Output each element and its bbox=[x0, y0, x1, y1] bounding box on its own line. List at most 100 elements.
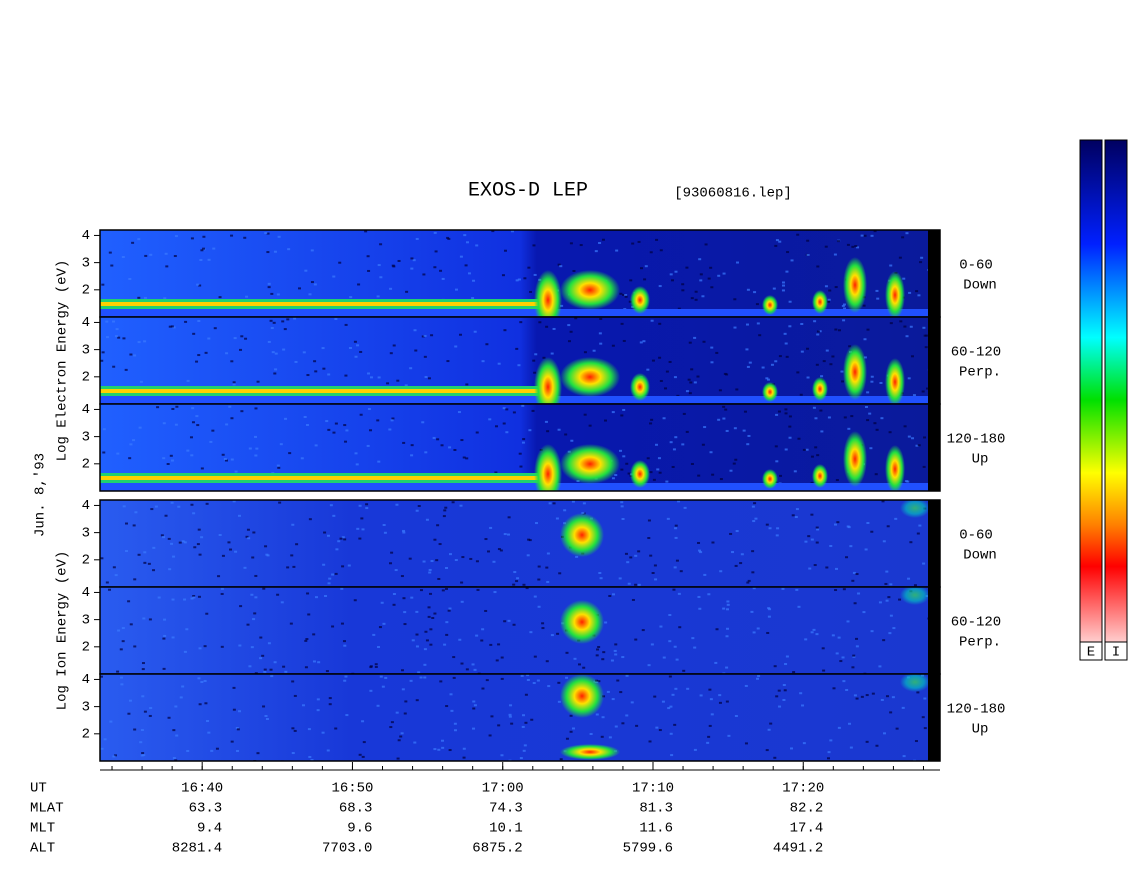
noise bbox=[892, 627, 896, 630]
noise bbox=[423, 648, 427, 651]
noise bbox=[675, 559, 679, 562]
noise bbox=[863, 338, 867, 341]
noise bbox=[866, 522, 870, 525]
noise bbox=[451, 501, 455, 504]
noise bbox=[392, 344, 396, 347]
noise bbox=[552, 327, 556, 330]
noise bbox=[682, 412, 686, 415]
noise bbox=[711, 541, 715, 544]
glow bbox=[900, 674, 930, 692]
noise bbox=[193, 546, 197, 549]
spectrogram-background bbox=[100, 674, 940, 761]
noise bbox=[403, 611, 407, 614]
noise bbox=[655, 238, 659, 241]
noise bbox=[489, 643, 493, 646]
noise bbox=[162, 457, 166, 460]
noise bbox=[871, 692, 875, 695]
noise bbox=[121, 640, 125, 643]
noise bbox=[141, 695, 145, 698]
noise bbox=[349, 296, 353, 299]
noise bbox=[735, 388, 739, 391]
noise bbox=[694, 298, 698, 301]
noise bbox=[112, 755, 116, 758]
noise bbox=[460, 600, 464, 603]
noise bbox=[681, 283, 685, 286]
noise bbox=[706, 741, 710, 744]
noise bbox=[673, 645, 677, 648]
noise bbox=[662, 656, 666, 659]
noise bbox=[312, 633, 316, 636]
noise bbox=[389, 562, 393, 565]
noise bbox=[819, 409, 823, 412]
noise bbox=[822, 669, 826, 672]
noise bbox=[494, 425, 498, 428]
spectrogram bbox=[100, 317, 940, 404]
noise bbox=[186, 449, 190, 452]
y-tick-label: 4 bbox=[82, 585, 90, 601]
row-name: ALT bbox=[30, 841, 55, 857]
noise bbox=[619, 691, 623, 694]
noise bbox=[637, 583, 641, 586]
noise bbox=[223, 458, 227, 461]
noise bbox=[117, 336, 121, 339]
noise bbox=[608, 736, 612, 739]
y-tick-label: 2 bbox=[82, 553, 90, 569]
noise bbox=[269, 319, 273, 322]
noise bbox=[841, 656, 845, 659]
noise bbox=[889, 322, 893, 325]
noise bbox=[263, 668, 267, 671]
noise bbox=[719, 570, 723, 573]
noise bbox=[303, 415, 307, 418]
noise bbox=[419, 676, 423, 679]
noise bbox=[515, 580, 519, 583]
noise bbox=[198, 703, 202, 706]
noise bbox=[658, 729, 662, 732]
noise bbox=[129, 443, 133, 446]
noise bbox=[559, 758, 563, 761]
noise bbox=[436, 524, 440, 527]
noise bbox=[148, 714, 152, 717]
noise bbox=[239, 348, 243, 351]
noise bbox=[855, 697, 859, 700]
noise bbox=[825, 566, 829, 569]
noise bbox=[377, 264, 381, 267]
noise bbox=[768, 527, 772, 530]
noise bbox=[659, 625, 663, 628]
y-tick-label: 2 bbox=[82, 283, 90, 299]
noise bbox=[668, 614, 672, 617]
noise bbox=[481, 628, 485, 631]
noise bbox=[337, 540, 341, 543]
noise bbox=[599, 317, 603, 320]
noise bbox=[904, 480, 908, 483]
noise bbox=[307, 728, 311, 731]
noise bbox=[649, 471, 653, 474]
noise bbox=[240, 410, 244, 413]
noise bbox=[408, 557, 412, 560]
noise bbox=[497, 724, 501, 727]
noise bbox=[901, 706, 905, 709]
noise bbox=[404, 700, 408, 703]
noise bbox=[173, 255, 177, 258]
noise bbox=[888, 632, 892, 635]
noise bbox=[827, 298, 831, 301]
noise bbox=[550, 634, 554, 637]
noise bbox=[133, 728, 137, 731]
noise bbox=[784, 663, 788, 666]
burst bbox=[560, 357, 620, 397]
noise bbox=[391, 264, 395, 267]
noise bbox=[144, 254, 148, 257]
noise bbox=[774, 445, 778, 448]
noise bbox=[131, 241, 135, 244]
noise bbox=[286, 318, 290, 321]
noise bbox=[105, 336, 109, 339]
noise bbox=[686, 687, 690, 690]
noise bbox=[526, 679, 530, 682]
noise bbox=[683, 506, 687, 509]
noise bbox=[856, 246, 860, 249]
noise bbox=[816, 333, 820, 336]
noise bbox=[800, 323, 804, 326]
noise bbox=[603, 419, 607, 422]
noise bbox=[339, 537, 343, 540]
noise bbox=[284, 417, 288, 420]
y-tick-label: 4 bbox=[82, 315, 90, 331]
